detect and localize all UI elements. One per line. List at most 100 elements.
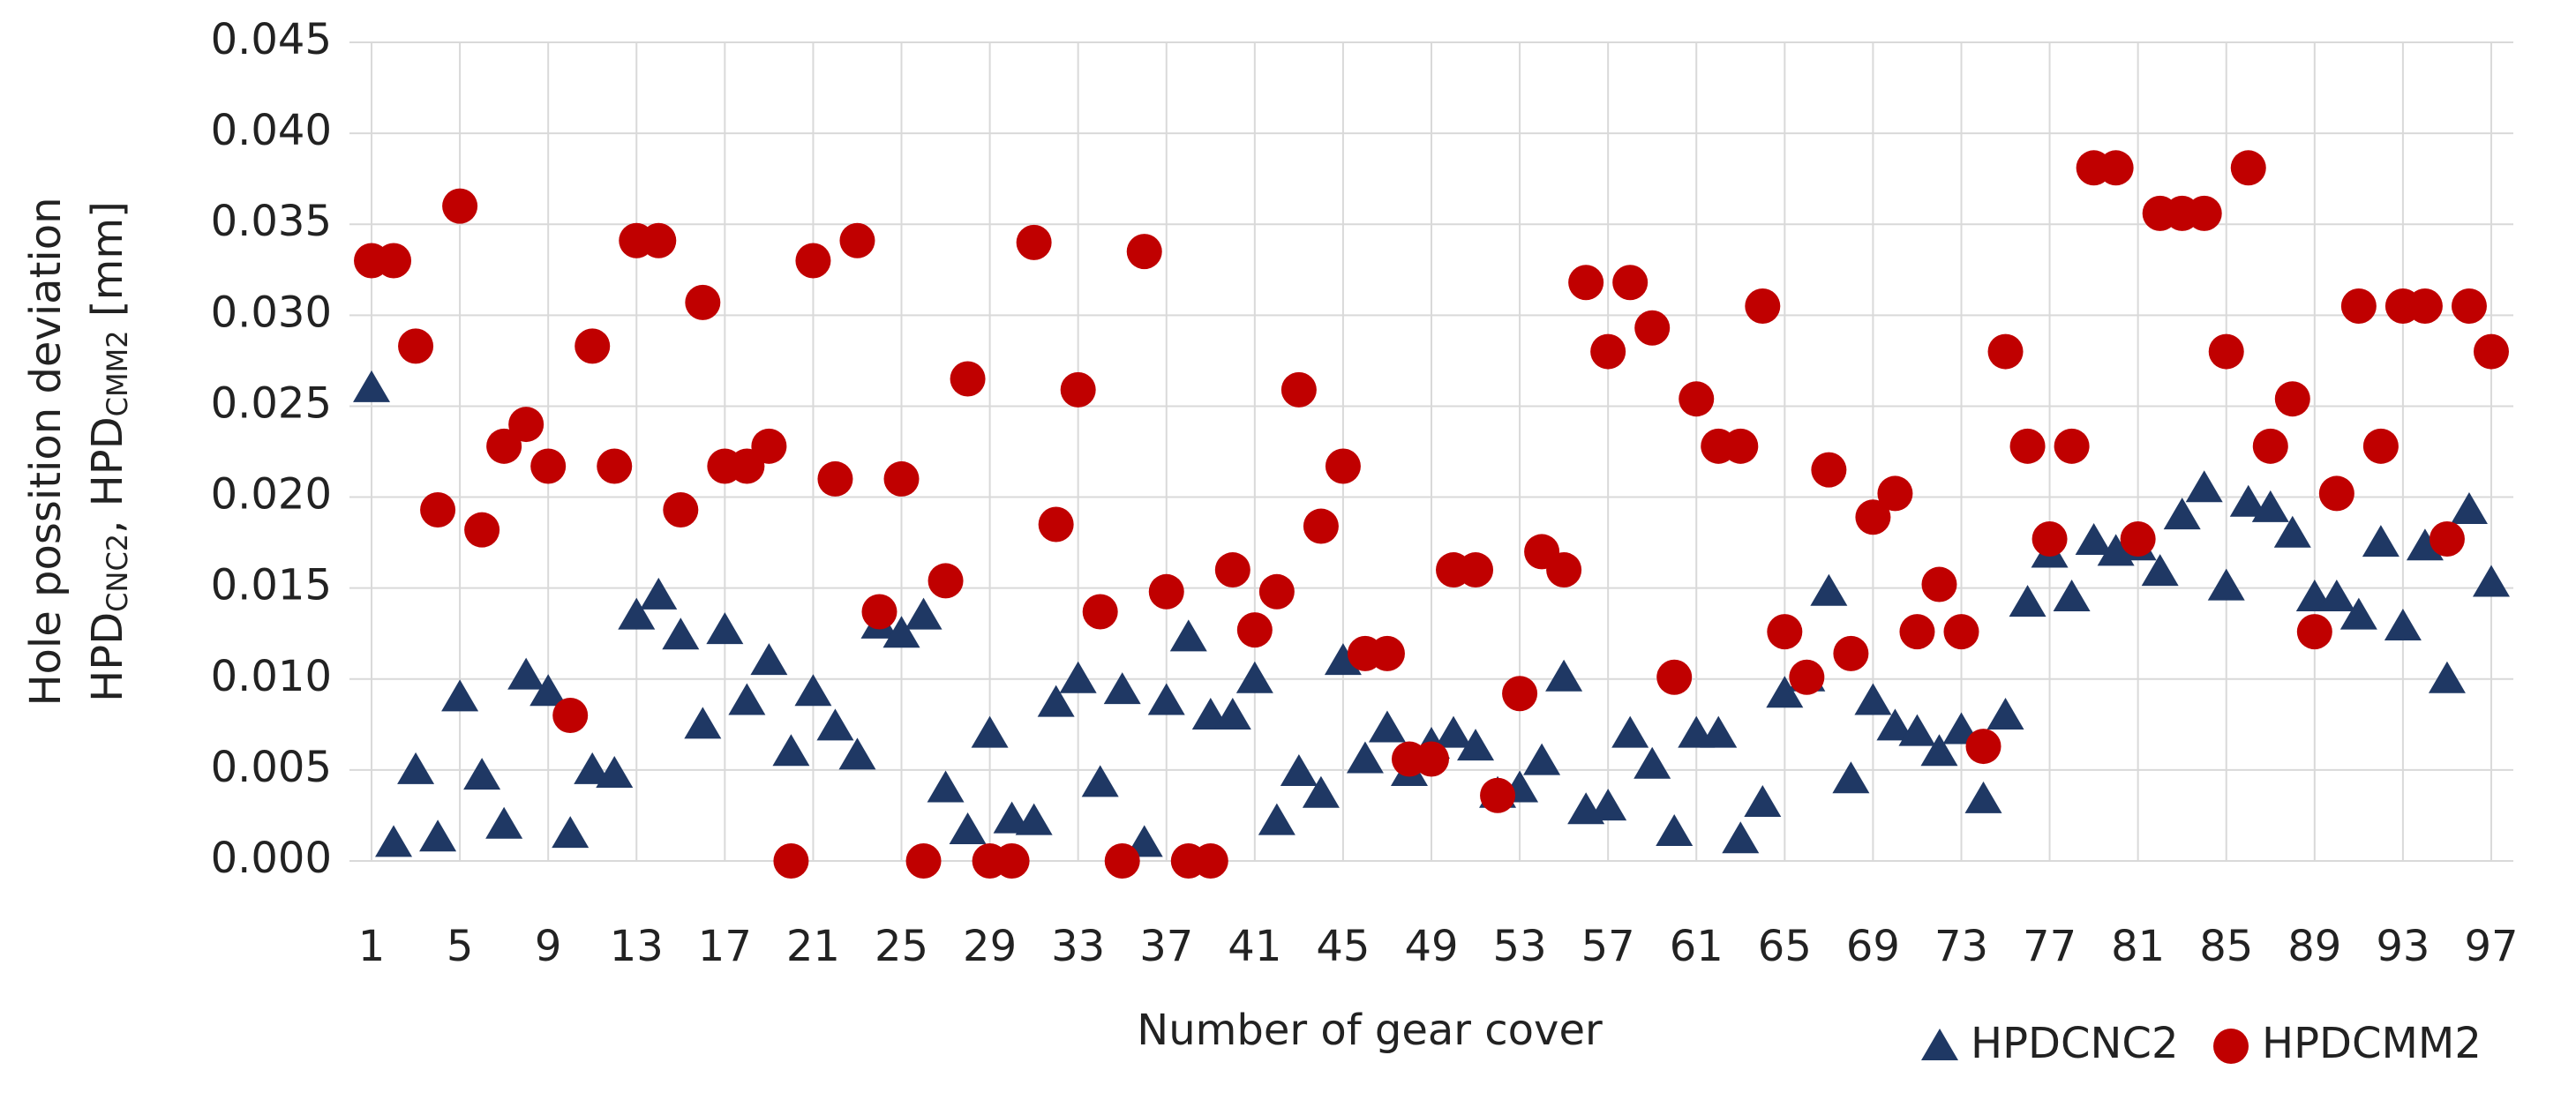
circle-marker (2296, 614, 2332, 650)
circle-marker (2318, 475, 2354, 512)
circle-marker (2054, 428, 2090, 464)
x-tick-label: 9 (535, 922, 562, 971)
triangle-marker (1280, 753, 1318, 786)
triangle-marker (1700, 715, 1738, 748)
circle-marker (928, 563, 964, 599)
triangle-marker (1523, 743, 1561, 775)
triangle-marker (684, 707, 722, 739)
x-tick-label: 45 (1316, 922, 1370, 971)
circle-marker (1214, 552, 1250, 588)
triangle-marker (1147, 683, 1185, 715)
circle-marker (1325, 448, 1361, 484)
triangle-marker (441, 679, 479, 712)
triangle-marker (2273, 515, 2311, 548)
circle-marker (597, 448, 633, 484)
circle-marker (1965, 729, 2001, 765)
x-tick-label: 77 (2023, 922, 2077, 971)
triangle-marker (1037, 685, 1075, 717)
circle-marker (1082, 594, 1118, 630)
circle-marker (486, 428, 522, 464)
circle-marker (1546, 552, 1582, 588)
legend-swatch (1921, 1029, 1958, 1060)
triangle-marker (574, 752, 612, 784)
circle-marker (1414, 741, 1449, 777)
triangle-marker (662, 617, 700, 650)
circle-marker (685, 284, 721, 320)
circle-marker (2429, 520, 2465, 557)
circle-marker (1723, 428, 1759, 464)
circle-marker (1236, 612, 1273, 648)
x-tick-label: 1 (358, 922, 386, 971)
y-tick-label: 0.005 (211, 743, 332, 792)
triangle-marker (2317, 579, 2355, 611)
circle-marker (2362, 428, 2399, 464)
circle-marker (575, 328, 611, 364)
y-axis-label-part: CMM2 (101, 330, 134, 416)
y-tick-label: 0.040 (211, 106, 332, 155)
circle-marker (1148, 573, 1184, 610)
y-axis-label: HPDCNC2, HPDCMM2 [mm] (83, 201, 134, 702)
x-tick-label: 25 (875, 922, 928, 971)
triangle-marker (1235, 661, 1273, 693)
x-tick-label: 69 (1846, 922, 1900, 971)
triangle-marker (596, 756, 634, 789)
legend-swatch (2213, 1029, 2249, 1064)
triangle-marker (2472, 565, 2510, 597)
triangle-marker (640, 577, 678, 610)
circle-marker (442, 188, 478, 224)
circle-marker (1855, 499, 1891, 535)
triangle-marker (1059, 661, 1097, 693)
triangle-marker (1302, 775, 1340, 808)
circle-marker (1480, 777, 1516, 813)
circle-marker (2098, 150, 2134, 186)
triangle-marker (1324, 643, 1362, 676)
triangle-marker (1920, 734, 1958, 767)
triangle-marker (1986, 698, 2024, 730)
x-tick-label: 49 (1404, 922, 1458, 971)
triangle-marker (1589, 789, 1627, 821)
circle-marker (1369, 635, 1405, 671)
y-tick-label: 0.030 (211, 288, 332, 337)
triangle-marker (1457, 729, 1495, 761)
triangle-marker (552, 816, 590, 849)
triangle-marker (1103, 672, 1141, 705)
legend-label: HPDCMM2 (2262, 1019, 2482, 1068)
triangle-marker (1876, 708, 1914, 741)
circle-marker (1590, 333, 1626, 370)
circle-marker (1258, 573, 1295, 610)
x-tick-label: 97 (2464, 922, 2518, 971)
triangle-marker (2450, 491, 2488, 524)
circle-marker (2208, 333, 2244, 370)
triangle-marker (1611, 715, 1649, 748)
triangle-marker (794, 674, 832, 707)
triangle-marker (2075, 523, 2113, 556)
triangle-marker (882, 616, 920, 648)
circle-marker (883, 460, 920, 497)
triangle-marker (1015, 803, 1053, 835)
x-tick-label: 65 (1758, 922, 1812, 971)
circle-marker (1679, 381, 1715, 417)
triangle-marker (1744, 785, 1782, 818)
triangle-marker (2163, 498, 2201, 530)
circle-marker (398, 328, 434, 364)
y-tick-label: 0.015 (211, 561, 332, 610)
circle-marker (839, 222, 875, 258)
triangle-marker (2384, 608, 2422, 640)
circle-marker (2252, 428, 2288, 464)
triangle-marker (838, 737, 876, 770)
circle-marker (1767, 614, 1803, 650)
triangle-marker (2053, 579, 2091, 611)
circle-marker (795, 243, 831, 279)
x-tick-label: 61 (1670, 922, 1724, 971)
triangle-marker (1766, 676, 1804, 708)
circle-marker (1987, 333, 2024, 370)
circle-marker (1612, 265, 1648, 301)
circle-marker (1877, 475, 1913, 512)
triangle-marker (2406, 528, 2444, 561)
triangle-marker (2009, 585, 2047, 617)
y-tick-label: 0.000 (211, 834, 332, 883)
triangle-marker (971, 715, 1009, 748)
triangle-marker (2339, 597, 2377, 630)
circle-marker (2032, 520, 2068, 557)
